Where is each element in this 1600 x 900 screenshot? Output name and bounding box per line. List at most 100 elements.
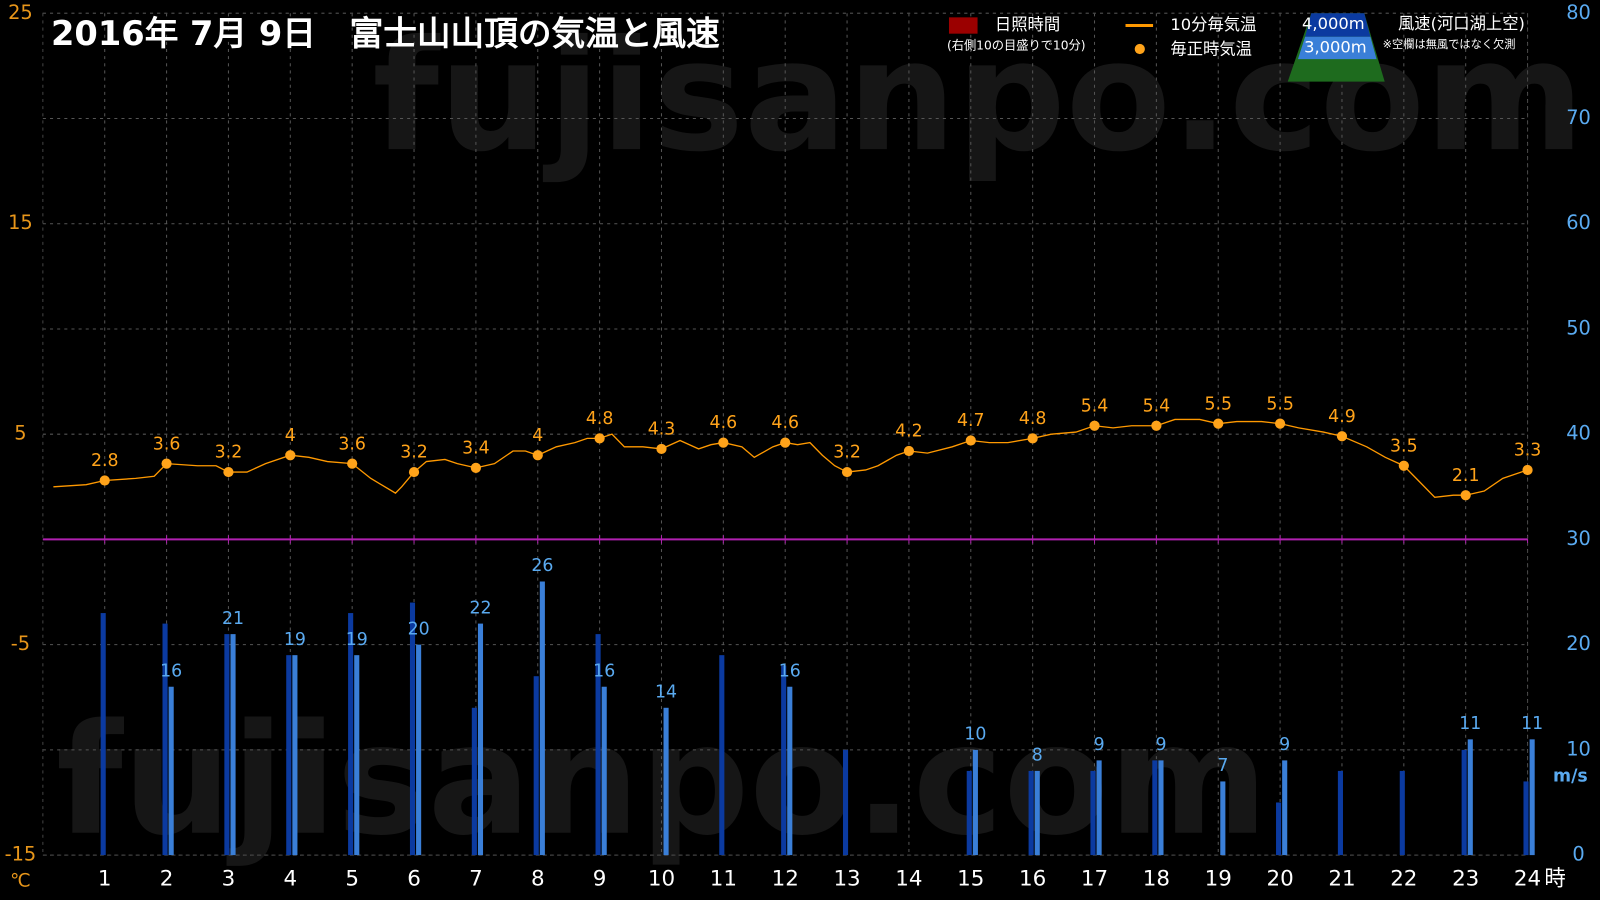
bar xyxy=(477,623,484,856)
data-label: 4 xyxy=(285,426,296,446)
hourly-point xyxy=(532,450,543,461)
y2-tick-label: 0 xyxy=(1572,843,1584,866)
bar xyxy=(533,676,539,856)
legend-label: 10分毎気温 xyxy=(1170,15,1256,34)
data-label: 3.2 xyxy=(215,443,243,463)
bar xyxy=(1337,770,1343,856)
data-label: 4.7 xyxy=(957,411,985,431)
data-label: 16 xyxy=(160,661,182,681)
watermarks: fujisanpo.com fujisanpo.com xyxy=(56,8,1584,870)
hourly-point xyxy=(470,462,481,473)
x-tick-label: 7 xyxy=(469,867,483,892)
legend-note: (右側10の目盛りで10分) xyxy=(947,37,1086,52)
bar xyxy=(972,749,978,856)
data-label: 3.2 xyxy=(400,443,428,463)
data-label: 4.9 xyxy=(1328,407,1356,427)
data-label: 5.5 xyxy=(1266,394,1294,414)
legend-swatch xyxy=(948,17,978,34)
bar xyxy=(100,613,106,856)
x-tick-label: 13 xyxy=(833,867,860,892)
y-tick-label: 5 xyxy=(14,422,26,445)
data-label: 8 xyxy=(1032,746,1043,766)
bar xyxy=(354,655,360,856)
x-tick-label: 12 xyxy=(772,867,799,892)
bar xyxy=(224,634,230,856)
y-unit: ℃ xyxy=(10,871,31,892)
y2-tick-label: 70 xyxy=(1566,106,1591,129)
data-label: 11 xyxy=(1459,714,1481,734)
legend-swatch xyxy=(1297,36,1377,60)
hourly-point xyxy=(1213,418,1224,429)
y2-tick-label: 50 xyxy=(1566,316,1591,339)
hourly-point xyxy=(223,466,234,478)
data-label: 4.8 xyxy=(1019,409,1047,429)
bar xyxy=(1461,749,1467,856)
hourly-point xyxy=(161,458,172,469)
data-label: 4.6 xyxy=(710,413,738,433)
bar xyxy=(168,686,174,856)
legend-label: 日照時間 xyxy=(995,15,1060,34)
hourly-point xyxy=(1522,464,1533,476)
data-label: 22 xyxy=(469,598,491,618)
bar xyxy=(416,644,422,856)
y2-tick-label: 40 xyxy=(1566,422,1591,445)
data-label: 19 xyxy=(346,630,368,650)
data-label: 11 xyxy=(1521,714,1543,734)
hourly-point xyxy=(408,466,420,478)
x-tick-label: 16 xyxy=(1019,867,1046,892)
x-tick-label: 20 xyxy=(1266,867,1293,892)
bar xyxy=(842,749,849,856)
bar xyxy=(601,686,607,856)
bar xyxy=(966,770,972,856)
x-tick-label: 21 xyxy=(1328,867,1355,892)
hourly-point xyxy=(347,458,358,469)
x-tick-label: 8 xyxy=(531,867,545,892)
bar xyxy=(1399,770,1405,856)
data-label: 26 xyxy=(531,556,553,576)
legend-label: 毎正時気温 xyxy=(1170,40,1252,59)
data-label: 3.6 xyxy=(338,434,366,454)
data-label: 4.8 xyxy=(586,409,614,429)
hourly-point xyxy=(1151,420,1162,431)
x-tick-label: 1 xyxy=(98,867,112,892)
x-tick-label: 3 xyxy=(222,867,236,892)
data-label: 9 xyxy=(1094,735,1105,755)
hourly-point xyxy=(841,466,853,478)
bar xyxy=(663,707,669,856)
bar xyxy=(1523,781,1529,856)
x-tick-label: 19 xyxy=(1205,867,1232,892)
data-label: 16 xyxy=(593,661,615,681)
bar xyxy=(292,655,298,856)
data-label: 9 xyxy=(1155,735,1166,755)
data-label: 9 xyxy=(1279,735,1290,755)
hourly-point xyxy=(780,437,791,448)
data-label: 3.4 xyxy=(462,438,490,458)
x-tick-label: 2 xyxy=(160,867,174,892)
hourly-point xyxy=(1027,433,1038,444)
bar xyxy=(595,634,601,856)
x-tick-label: 9 xyxy=(593,867,607,892)
bar xyxy=(719,655,725,856)
bar xyxy=(1096,760,1102,856)
y-tick-label: -5 xyxy=(11,632,30,655)
bar xyxy=(787,686,793,856)
data-label: 3.3 xyxy=(1514,441,1542,461)
bar xyxy=(1276,802,1282,856)
x-tick-label: 10 xyxy=(648,867,675,892)
y2-tick-label: 30 xyxy=(1566,527,1591,550)
data-label: 21 xyxy=(222,609,244,629)
data-label: 10 xyxy=(964,725,986,745)
bar xyxy=(1282,760,1288,856)
bar xyxy=(1529,739,1535,856)
data-label: 16 xyxy=(779,661,801,681)
bar xyxy=(409,602,416,856)
bar xyxy=(539,581,545,856)
hourly-point xyxy=(903,445,915,457)
x-tick-label: 6 xyxy=(407,867,421,892)
hourly-point xyxy=(656,443,667,455)
x-tick-label: 17 xyxy=(1081,867,1108,892)
bar xyxy=(162,623,168,856)
y-tick-label: 25 xyxy=(8,1,33,24)
data-label: 5.4 xyxy=(1081,396,1109,416)
data-label: 4 xyxy=(532,426,543,446)
